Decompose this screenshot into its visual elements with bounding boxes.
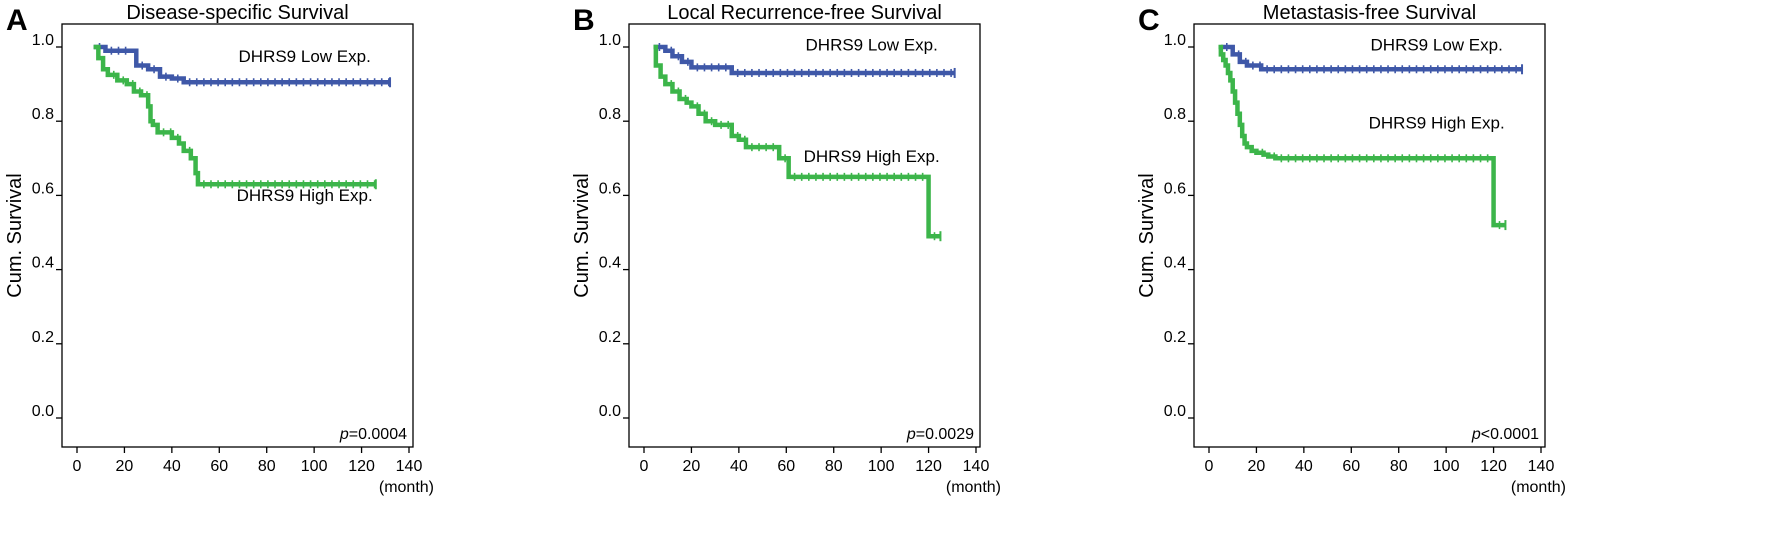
panel-c: C Metastasis-free Survival 0.0 0.2 0.4 0.6 0.8…	[1132, 0, 1722, 556]
panel-a-letter: A	[6, 4, 28, 37]
panel-b-ytick-label: 0.2	[599, 329, 621, 346]
panel-b-series-high-censor-marks	[670, 80, 936, 241]
panel-c-ytick-label: 1.0	[1164, 32, 1186, 49]
panel-a-ytick-label: 0.8	[32, 106, 54, 123]
panel-b-xtick-label: 0	[640, 458, 649, 475]
panel-b-plot-frame	[628, 23, 981, 448]
panel-c-ytick-label: 0.6	[1164, 180, 1186, 197]
km-chart-c: C Metastasis-free Survival 0.0 0.2 0.4 0.6 0.8…	[1136, 2, 1566, 496]
panel-c-ytick-label: 0.4	[1164, 255, 1186, 272]
panel-b-xtick-label: 40	[730, 458, 748, 475]
panel-a: A Disease-specific Survival 0.0 0.2 0.4 0.6 0.…	[0, 0, 590, 556]
panel-c-series-low-label: DHRS9 Low Exp.	[1371, 36, 1503, 55]
panel-b-xlabel: (month)	[946, 479, 1001, 496]
panel-a-xtick-label: 60	[210, 458, 228, 475]
km-chart-a: A Disease-specific Survival 0.0 0.2 0.4 0.6 0.…	[4, 2, 434, 496]
panel-a-plot-frame	[61, 23, 414, 448]
panel-c-xlabel: (month)	[1511, 479, 1566, 496]
panel-a-ytick-label: 0.0	[32, 403, 54, 420]
panel-a-series-low-label: DHRS9 Low Exp.	[239, 47, 371, 66]
panel-a-xtick-label: 0	[73, 458, 82, 475]
panel-b-ytick-label: 0.8	[599, 106, 621, 123]
panel-c-plot-frame	[1193, 23, 1546, 448]
panel-b-ytick-label: 0.0	[599, 403, 621, 420]
panel-b-series-low-label: DHRS9 Low Exp.	[806, 36, 938, 55]
panel-a-ylabel: Cum. Survival	[4, 173, 26, 297]
panel-a-ytick-label: 0.6	[32, 180, 54, 197]
panel-a-series-high-curve	[93, 44, 376, 187]
panel-a-series-high-label: DHRS9 High Exp.	[237, 186, 373, 205]
panel-b-xtick-label: 120	[915, 458, 942, 475]
panel-a-series-high-censor-marks	[112, 70, 376, 189]
panel-b-xtick-label: 20	[683, 458, 701, 475]
panel-b-series-low-censor-marks	[658, 43, 952, 77]
panel-c-xtick-label: 120	[1480, 458, 1507, 475]
panel-b-letter: B	[573, 4, 595, 37]
panel-b-xtick-label: 80	[825, 458, 843, 475]
panel-c-series-low-curve	[1220, 44, 1523, 72]
panel-a-series-low-curve	[93, 44, 391, 85]
panel-c-ytick-label: 0.0	[1164, 403, 1186, 420]
panel-c-xtick-label: 100	[1433, 458, 1460, 475]
panel-b-p-value: p=0.0029	[906, 426, 974, 443]
panel-b-series-high-curve	[653, 44, 941, 239]
panel-c-xtick-label: 40	[1295, 458, 1313, 475]
panel-c-xtick-label: 60	[1342, 458, 1360, 475]
panel-a-xtick-label: 120	[348, 458, 375, 475]
panel-c-xtick-label: 140	[1528, 458, 1555, 475]
panel-a-title: Disease-specific Survival	[126, 2, 348, 24]
panel-c-xtick-label: 0	[1205, 458, 1214, 475]
panel-a-xtick-label: 100	[301, 458, 328, 475]
panel-b-title: Local Recurrence-free Survival	[667, 2, 942, 24]
panel-c-xtick-label: 80	[1390, 458, 1408, 475]
panel-a-ytick-label: 1.0	[32, 32, 54, 49]
panel-b: B Local Recurrence-free Survival 0.0 0.2 0.4…	[567, 0, 1157, 556]
panel-a-xtick-label: 140	[396, 458, 423, 475]
km-chart-b: B Local Recurrence-free Survival 0.0 0.2 0.4…	[571, 2, 1001, 496]
panel-a-series-low-censor-marks	[98, 43, 390, 87]
panel-b-ytick-label: 0.6	[599, 180, 621, 197]
panel-c-letter: C	[1138, 4, 1160, 37]
panel-b-xtick-label: 100	[868, 458, 895, 475]
panel-a-xtick-label: 80	[258, 458, 276, 475]
panel-c-ytick-label: 0.2	[1164, 329, 1186, 346]
panel-b-series-low-curve	[653, 44, 955, 76]
panel-c-ylabel: Cum. Survival	[1136, 173, 1158, 297]
panel-a-ytick-label: 0.2	[32, 329, 54, 346]
panel-c-ytick-label: 0.8	[1164, 106, 1186, 123]
panel-a-xtick-label: 40	[163, 458, 181, 475]
panel-b-ytick-label: 1.0	[599, 32, 621, 49]
panel-b-xtick-label: 60	[777, 458, 795, 475]
panel-c-series-high-curve	[1218, 44, 1506, 228]
panel-b-ylabel: Cum. Survival	[571, 173, 593, 297]
panel-c-xtick-label: 20	[1248, 458, 1266, 475]
panel-a-xtick-label: 20	[116, 458, 134, 475]
panel-a-ytick-label: 0.4	[32, 255, 54, 272]
panel-c-series-low-censor-marks	[1225, 43, 1517, 74]
panel-b-xtick-label: 140	[963, 458, 990, 475]
panel-b-series-high-label: DHRS9 High Exp.	[804, 147, 940, 166]
panel-c-series-high-censor-marks	[1261, 148, 1501, 230]
panel-a-p-value: p=0.0004	[339, 426, 407, 443]
panel-c-title: Metastasis-free Survival	[1263, 2, 1476, 24]
panel-c-series-high-label: DHRS9 High Exp.	[1369, 114, 1505, 133]
panel-a-xlabel: (month)	[379, 479, 434, 496]
panel-c-p-value: p<0.0001	[1471, 426, 1539, 443]
panel-b-ytick-label: 0.4	[599, 255, 621, 272]
